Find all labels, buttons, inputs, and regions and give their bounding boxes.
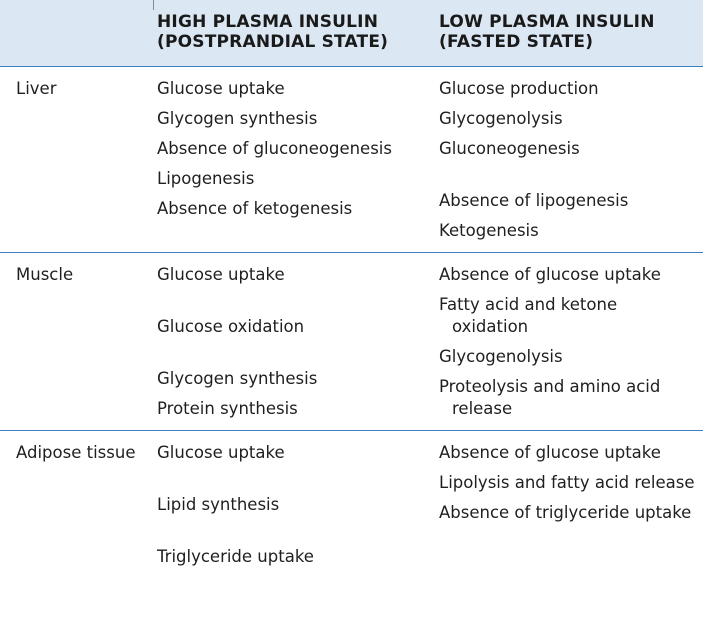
tissue-label: Liver [16, 79, 57, 98]
effect-item: Absence of gluconeogenesis [157, 139, 392, 158]
effect-item: Absence of triglyceride uptake [439, 503, 692, 522]
effect-item: Absence of ketogenesis [157, 199, 353, 218]
effect-item: Lipogenesis [157, 169, 255, 188]
effect-item: Absence of glucose uptake [439, 265, 661, 284]
effect-item: Glycogen synthesis [157, 369, 318, 388]
header-high-insulin: HIGH PLASMA INSULIN (POSTPRANDIAL STATE) [157, 12, 389, 52]
header-tissue [0, 0, 147, 67]
table-row-liver: Liver Glucose uptake Glycogen synthesis … [0, 66, 703, 253]
effect-item: Glucose uptake [157, 443, 285, 462]
insulin-effects-table: HIGH PLASMA INSULIN (POSTPRANDIAL STATE)… [0, 0, 703, 579]
effect-item: Proteolysis and amino acid release [439, 377, 661, 418]
effect-item: Ketogenesis [439, 221, 539, 240]
high-insulin-effects: Glucose uptake Glucose oxidation Glycoge… [147, 253, 427, 431]
low-insulin-effects: Absence of glucose uptake Fatty acid and… [427, 253, 703, 431]
high-insulin-effects: Glucose uptake Glycogen synthesis Absenc… [147, 67, 427, 253]
effect-item: Absence of glucose uptake [439, 443, 661, 462]
effect-item: Lipid synthesis [157, 495, 280, 514]
effect-item: Glycogen synthesis [157, 109, 318, 128]
table-row-adipose: Adipose tissue Glucose uptake Lipid synt… [0, 430, 703, 579]
low-insulin-effects: Absence of glucose uptake Lipolysis and … [427, 431, 703, 579]
column-divider-tick [153, 0, 154, 10]
effect-item: Gluconeogenesis [439, 139, 580, 158]
effect-item: Fatty acid and ketone oxidation [439, 295, 618, 336]
tissue-label: Muscle [16, 265, 74, 284]
high-insulin-effects: Glucose uptake Lipid synthesis Triglycer… [147, 431, 427, 579]
low-insulin-effects: Glucose production Glycogenolysis Glucon… [427, 67, 703, 253]
header-low-insulin: LOW PLASMA INSULIN (FASTED STATE) [439, 12, 655, 52]
table-header-row: HIGH PLASMA INSULIN (POSTPRANDIAL STATE)… [0, 0, 703, 67]
table-row-muscle: Muscle Glucose uptake Glucose oxidation … [0, 252, 703, 431]
effect-item: Protein synthesis [157, 399, 298, 418]
effect-item: Glycogenolysis [439, 347, 563, 366]
effect-item: Glucose production [439, 79, 599, 98]
effect-item: Glycogenolysis [439, 109, 563, 128]
effect-item: Glucose uptake [157, 265, 285, 284]
effect-item: Glucose oxidation [157, 317, 305, 336]
tissue-label: Adipose tissue [16, 443, 136, 462]
effect-item: Triglyceride uptake [157, 547, 314, 566]
effect-item: Glucose uptake [157, 79, 285, 98]
effect-item: Lipolysis and fatty acid release [439, 473, 695, 492]
effect-item: Absence of lipogenesis [439, 191, 629, 210]
